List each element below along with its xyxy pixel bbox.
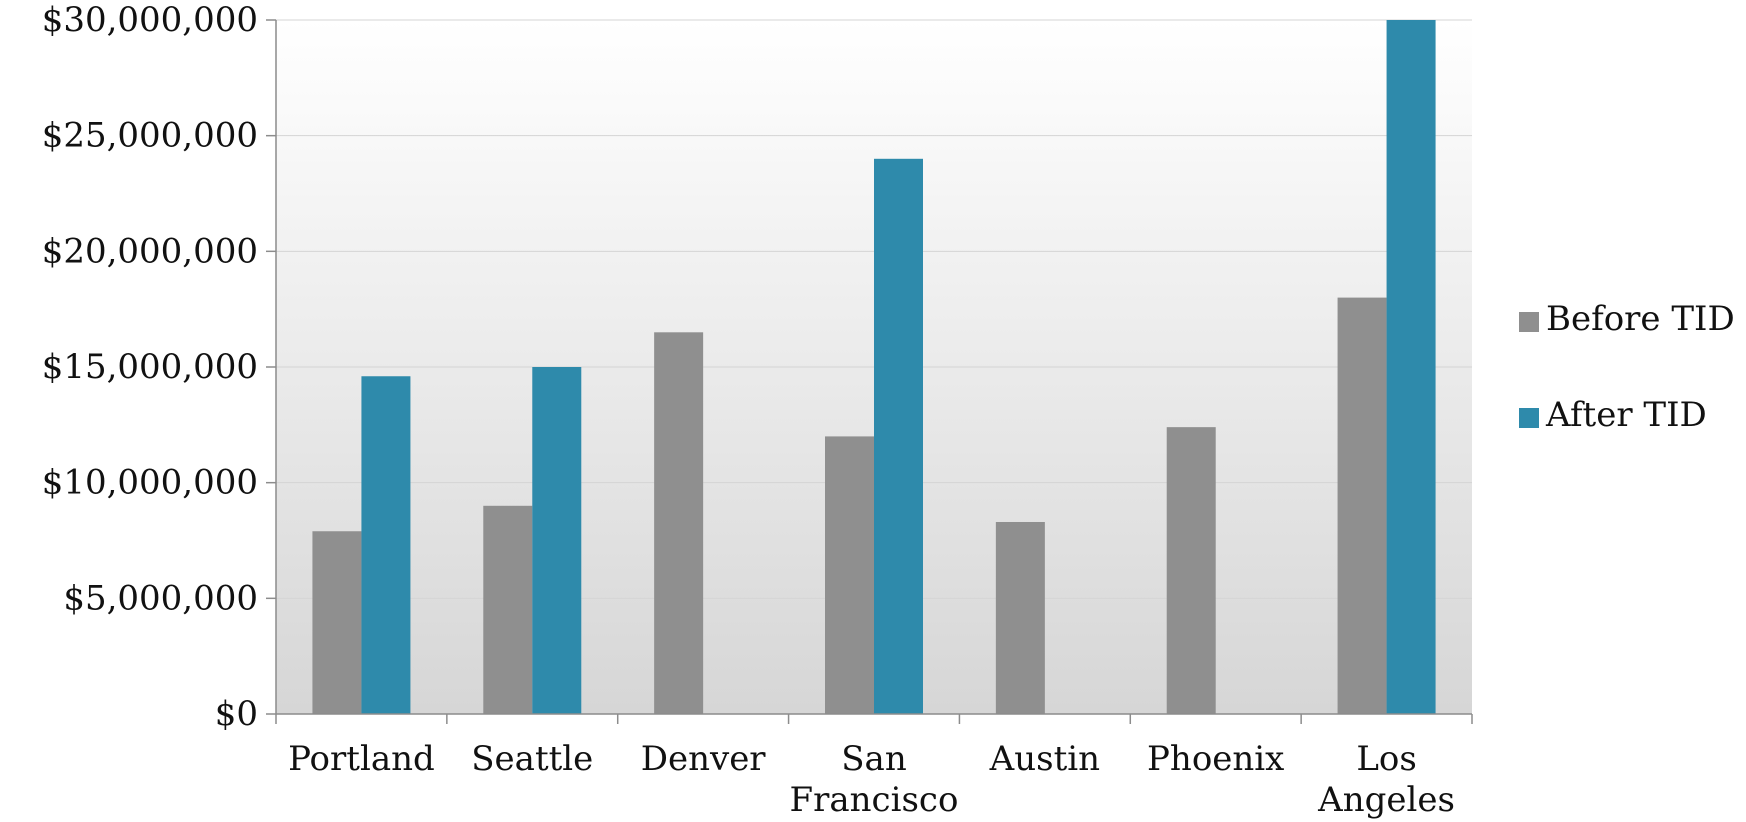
bar-before-tid-san-francisco bbox=[825, 436, 874, 714]
y-tick-label: $25,000,000 bbox=[42, 116, 258, 156]
bar-after-tid-san-francisco bbox=[874, 158, 923, 715]
y-tick-label: $5,000,000 bbox=[63, 578, 258, 618]
x-axis-category-labels: Portland Seattle Denver San Francisco Austin P… bbox=[288, 739, 1455, 820]
legend-swatch bbox=[1519, 408, 1539, 428]
x-category-label: Seattle bbox=[471, 739, 593, 779]
x-category-label: Phoenix bbox=[1147, 739, 1284, 779]
axes bbox=[266, 19, 1473, 724]
y-tick-label: $30,000,000 bbox=[42, 0, 258, 40]
legend: Before TID After TID bbox=[1519, 299, 1735, 435]
legend-swatch bbox=[1519, 312, 1539, 332]
bar-before-tid-portland bbox=[312, 531, 362, 714]
bar-before-tid-los-angeles bbox=[1337, 297, 1387, 714]
y-axis-tick-labels: $0 $5,000,000 $10,000,000 $15,000,000 $20,00… bbox=[42, 0, 258, 734]
y-tick-label: $10,000,000 bbox=[42, 463, 258, 503]
bar-before-tid-seattle bbox=[483, 505, 533, 714]
y-tick-label: $15,000,000 bbox=[42, 347, 258, 387]
bar-after-tid-seattle bbox=[532, 367, 582, 714]
x-category-label: Austin bbox=[989, 739, 1100, 779]
y-tick-label: $20,000,000 bbox=[42, 231, 258, 271]
x-category-label: Portland bbox=[288, 739, 435, 779]
legend-label: After TID bbox=[1545, 395, 1707, 435]
bar-after-tid-portland bbox=[361, 376, 411, 714]
bar-after-tid-los-angeles bbox=[1386, 20, 1436, 714]
bar-before-tid-phoenix bbox=[1166, 427, 1216, 714]
x-category-label: Los Angeles bbox=[1317, 739, 1455, 820]
y-tick-label: $0 bbox=[215, 694, 258, 734]
legend-label: Before TID bbox=[1546, 299, 1735, 339]
bar-before-tid-denver bbox=[654, 332, 704, 714]
x-category-label: San Francisco bbox=[790, 739, 959, 820]
x-category-label: Denver bbox=[641, 739, 767, 779]
bars bbox=[312, 20, 1436, 715]
bar-before-tid-austin bbox=[995, 521, 1045, 714]
